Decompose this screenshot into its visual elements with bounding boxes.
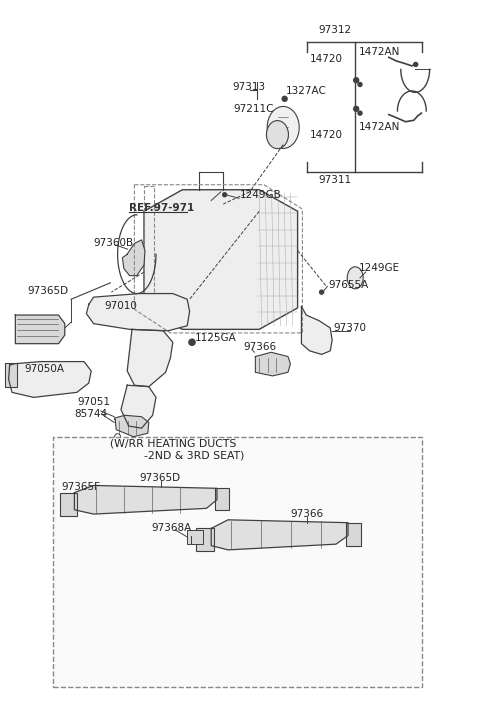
Text: 97313: 97313 [233, 82, 266, 92]
Text: 97365D: 97365D [28, 286, 69, 296]
Polygon shape [211, 520, 348, 550]
Text: 1472AN: 1472AN [359, 122, 400, 132]
Polygon shape [86, 294, 190, 331]
Ellipse shape [267, 107, 299, 148]
Text: 97368A: 97368A [151, 523, 192, 533]
Polygon shape [15, 315, 65, 344]
Circle shape [320, 290, 324, 294]
Text: 97366: 97366 [290, 509, 324, 519]
Text: 85744: 85744 [74, 409, 108, 419]
Text: REF.97-971: REF.97-971 [129, 203, 194, 213]
Polygon shape [9, 362, 91, 397]
Text: 14720: 14720 [310, 130, 343, 140]
Polygon shape [122, 240, 145, 276]
Circle shape [354, 78, 359, 82]
Bar [215, 488, 229, 510]
Circle shape [354, 107, 359, 111]
Bar [60, 493, 77, 516]
Circle shape [282, 97, 287, 101]
Bar [187, 530, 203, 544]
Polygon shape [301, 306, 332, 354]
Text: 97365D: 97365D [139, 473, 180, 483]
Text: 1249GE: 1249GE [359, 263, 400, 273]
Bar [5, 362, 17, 387]
Text: 97655A: 97655A [329, 280, 369, 290]
Text: 1249GB: 1249GB [240, 190, 282, 200]
Text: 97360B: 97360B [94, 238, 134, 248]
Text: 97370: 97370 [334, 323, 367, 333]
Text: (W/RR HEATING DUCTS: (W/RR HEATING DUCTS [110, 439, 237, 449]
Circle shape [414, 62, 418, 67]
Text: 97311: 97311 [318, 175, 351, 185]
Polygon shape [127, 329, 173, 387]
Ellipse shape [347, 267, 363, 289]
Text: 97050A: 97050A [24, 364, 64, 374]
Bar [346, 523, 361, 546]
Text: 97051: 97051 [78, 397, 111, 407]
Text: 97010: 97010 [105, 301, 137, 311]
Polygon shape [255, 352, 290, 376]
Circle shape [189, 339, 195, 345]
Ellipse shape [266, 120, 288, 149]
Circle shape [189, 339, 195, 345]
Text: 1125GA: 1125GA [194, 333, 236, 343]
Text: 1472AN: 1472AN [359, 47, 400, 57]
Polygon shape [144, 190, 298, 329]
Text: 97366: 97366 [244, 342, 277, 352]
Text: 97312: 97312 [318, 25, 351, 35]
Circle shape [358, 111, 362, 115]
Polygon shape [114, 415, 149, 437]
Bar [144, 186, 154, 333]
Bar [53, 437, 422, 687]
Circle shape [223, 193, 227, 197]
Text: 97365F: 97365F [61, 482, 100, 492]
Text: 97211C: 97211C [234, 104, 274, 114]
Bar [196, 528, 214, 551]
Polygon shape [121, 385, 156, 428]
Circle shape [358, 82, 362, 87]
Polygon shape [74, 485, 217, 514]
Text: 14720: 14720 [310, 54, 343, 64]
Text: 1327AC: 1327AC [286, 86, 326, 96]
Text: -2ND & 3RD SEAT): -2ND & 3RD SEAT) [144, 450, 244, 460]
